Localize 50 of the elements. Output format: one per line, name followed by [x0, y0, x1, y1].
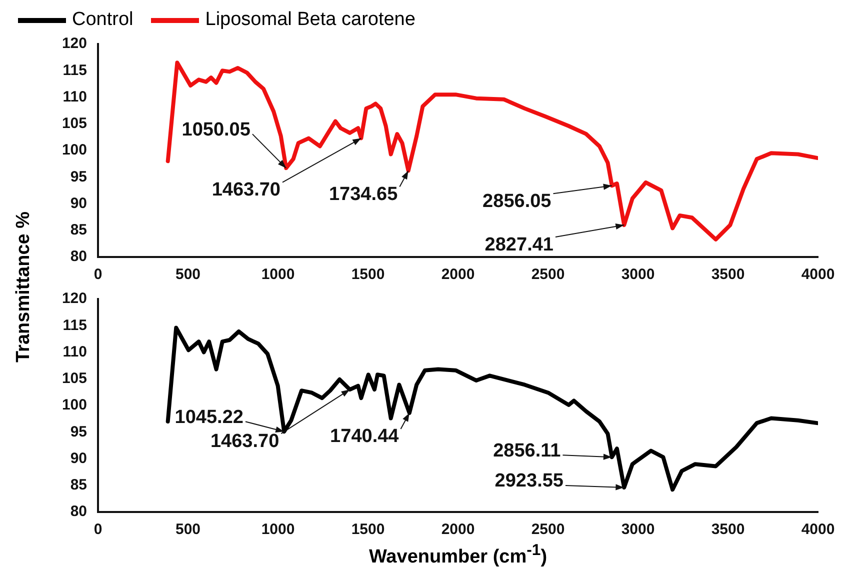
y-tick-label: 95	[70, 168, 87, 186]
y-tick-label: 110	[62, 88, 87, 106]
annotation: 1463.70	[212, 179, 281, 200]
annotation: 1734.65	[328, 184, 398, 205]
y-tick-label: 80	[70, 248, 87, 266]
x-tick-label: 4000	[801, 266, 835, 284]
y-tick-label: 110	[62, 343, 87, 360]
y-tick-label: 85	[70, 222, 87, 239]
legend-label: Liposomal Beta carotene	[204, 9, 416, 31]
annotation: 1045.22	[174, 406, 244, 428]
x-tick-label: 1000	[261, 521, 295, 538]
x-tick-label: 4000	[801, 521, 835, 538]
y-tick-label: 120	[62, 35, 87, 52]
annotation: 2856.05	[482, 190, 552, 212]
x-tick-label: 1000	[261, 266, 295, 284]
y-tick-label: 85	[70, 476, 87, 494]
annotation: 2856.11	[493, 440, 562, 462]
y-tick-label: 90	[70, 194, 87, 212]
y-tick-label: 105	[62, 115, 87, 132]
x-tick-label: 3500	[711, 266, 745, 284]
y-tick-label: 115	[62, 62, 87, 79]
y-tick-label: 105	[62, 370, 87, 388]
y-tick-label: 100	[62, 142, 87, 159]
y-tick-label: 80	[70, 503, 87, 520]
x-axis-title: Wavenumber (cm$^{-1}$)	[368, 542, 548, 568]
legend-label: Control	[71, 9, 134, 31]
x-tick-label: 2000	[441, 521, 475, 538]
x-tick-label: 0	[94, 521, 102, 538]
x-tick-label: 1500	[351, 521, 385, 538]
x-tick-label: 1500	[351, 266, 385, 284]
x-tick-label: 3000	[621, 521, 655, 538]
annotation: 1740.44	[330, 426, 400, 448]
annotation: 1050.05	[182, 119, 251, 140]
x-tick-label: 500	[175, 266, 201, 284]
x-tick-label: 2500	[531, 521, 565, 538]
y-tick-label: 120	[62, 290, 87, 308]
x-tick-label: 2000	[441, 266, 475, 284]
x-tick-label: 2500	[531, 266, 565, 284]
y-tick-label: 95	[70, 423, 87, 440]
y-tick-label: 90	[70, 450, 87, 467]
annotation: 1463.70	[210, 430, 280, 452]
x-tick-label: 3500	[711, 521, 745, 538]
y-tick-label: 100	[62, 396, 87, 414]
x-tick-label: 3000	[621, 266, 655, 284]
annotation: 2827.41	[484, 234, 554, 256]
y-axis-title: Transmittance %	[13, 212, 35, 362]
x-tick-label: 0	[94, 266, 102, 284]
annotation: 2923.55	[494, 470, 564, 492]
y-tick-label: 115	[62, 316, 87, 334]
x-tick-label: 500	[175, 521, 201, 538]
